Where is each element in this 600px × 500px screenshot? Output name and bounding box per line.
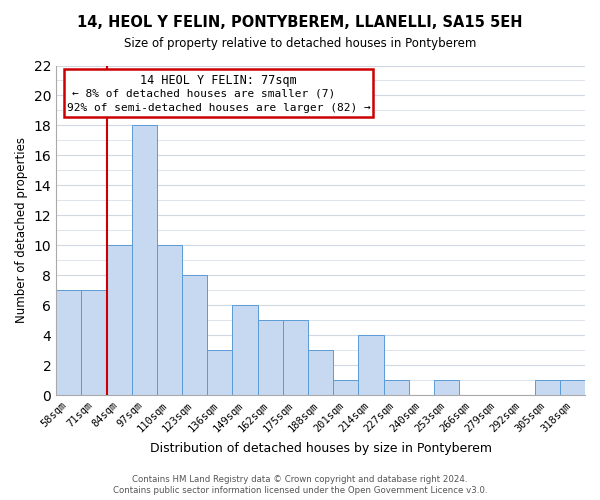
- Bar: [82, 290, 107, 395]
- Text: 92% of semi-detached houses are larger (82) →: 92% of semi-detached houses are larger (…: [67, 104, 370, 114]
- Y-axis label: Number of detached properties: Number of detached properties: [15, 138, 28, 324]
- Text: 14 HEOL Y FELIN: 77sqm: 14 HEOL Y FELIN: 77sqm: [140, 74, 297, 86]
- Bar: [383, 380, 409, 395]
- Bar: [56, 290, 82, 395]
- Bar: [132, 126, 157, 395]
- Bar: [207, 350, 232, 395]
- Text: ← 8% of detached houses are smaller (7): ← 8% of detached houses are smaller (7): [72, 88, 335, 99]
- Bar: [434, 380, 459, 395]
- Text: 14, HEOL Y FELIN, PONTYBEREM, LLANELLI, SA15 5EH: 14, HEOL Y FELIN, PONTYBEREM, LLANELLI, …: [77, 15, 523, 30]
- FancyBboxPatch shape: [64, 69, 373, 116]
- Bar: [107, 246, 132, 395]
- Bar: [232, 306, 257, 395]
- Bar: [257, 320, 283, 395]
- Text: Size of property relative to detached houses in Pontyberem: Size of property relative to detached ho…: [124, 38, 476, 51]
- Text: Contains public sector information licensed under the Open Government Licence v3: Contains public sector information licen…: [113, 486, 487, 495]
- X-axis label: Distribution of detached houses by size in Pontyberem: Distribution of detached houses by size …: [149, 442, 491, 455]
- Bar: [358, 336, 383, 395]
- Bar: [333, 380, 358, 395]
- Text: Contains HM Land Registry data © Crown copyright and database right 2024.: Contains HM Land Registry data © Crown c…: [132, 475, 468, 484]
- Bar: [157, 246, 182, 395]
- Bar: [182, 276, 207, 395]
- Bar: [560, 380, 585, 395]
- Bar: [308, 350, 333, 395]
- Bar: [283, 320, 308, 395]
- Bar: [535, 380, 560, 395]
